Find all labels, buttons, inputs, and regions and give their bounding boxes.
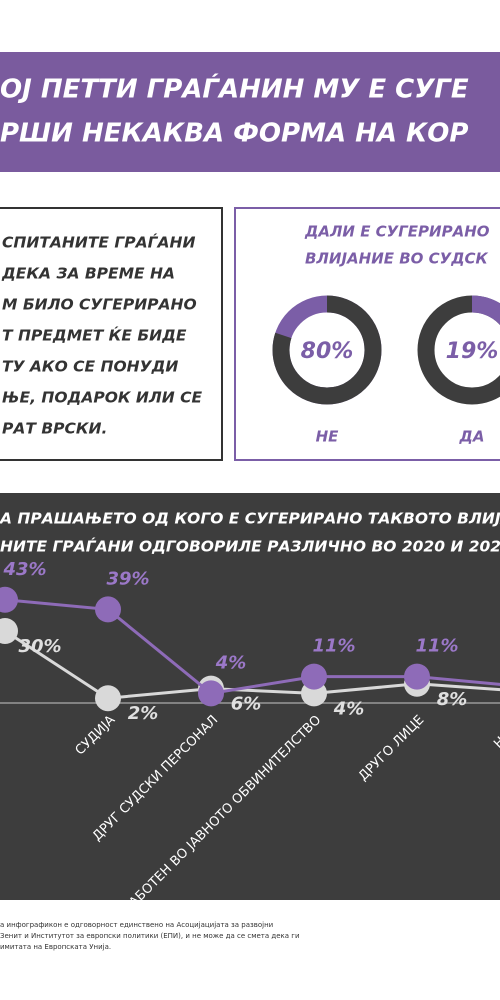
donut-value: 19% [446,339,499,364]
intro-text: РАТ ВРСКИ. [2,420,107,438]
intro-text: СПИТАНИТЕ ГРАЃАНИ [2,233,195,252]
series-line [4,598,500,695]
intro-box [0,207,223,461]
footer-text: а инфографикон е одговорност единствено … [0,921,273,929]
footer-text: Зенит и Институтот за европски политики … [0,932,300,940]
intro-text: Т ПРЕДМЕТ ЌЕ БИДЕ [2,326,187,345]
header-title: ОЈ ПЕТТИ ГРАЃАНИН МУ Е СУГЕ [0,73,469,105]
survey-box [234,207,500,461]
survey-title: ДАЛИ Е СУГЕРИРАНО [304,223,490,241]
value-label: 4% [333,698,365,719]
chart-title: А ПРАШАЊЕТО ОД КОГО Е СУГЕРИРАНО ТАКВОТО… [0,510,500,528]
donut-arc [272,295,382,405]
value-label: 11% [312,636,355,657]
series-point [0,618,18,644]
header-band [0,52,500,172]
footer-text: имитата на Европската Унија. [0,943,111,951]
intro-text: ЊЕ, ПОДАРОК ИЛИ СЕ [2,389,203,407]
donut-label: НЕ [316,428,340,446]
value-label: 39% [106,568,149,589]
value-label: 4% [215,652,247,673]
intro-text: М БИЛО СУГЕРИРАНО [2,296,197,314]
chart-title: НИТЕ ГРАЃАНИ ОДГОВОРИЛЕ РАЗЛИЧНО ВО 2020… [0,537,500,556]
value-label: 8% [437,689,468,710]
series-line [4,629,500,700]
series-point [0,586,18,613]
survey-title: ВЛИЈАНИЕ ВО СУДСК [305,250,489,268]
donut-label: ДА [459,428,485,446]
series-point [301,663,327,690]
series-point [404,663,430,690]
donut-value: 80% [301,339,354,364]
donut-arc [417,295,500,405]
header-title: РШИ НЕКАКВА ФОРМА НА КОР [0,119,468,149]
value-label: 2% [128,703,159,724]
value-label: 11% [415,636,458,657]
intro-text: ДЕКА ЗА ВРЕМЕ НА [1,265,175,283]
series-point [95,596,121,623]
value-label: 43% [2,559,46,580]
series-point [95,685,121,712]
value-label: 30% [18,636,61,657]
series-point [198,680,224,707]
value-label: 6% [231,694,262,715]
intro-text: ТУ АКО СЕ ПОНУДИ [2,358,178,376]
